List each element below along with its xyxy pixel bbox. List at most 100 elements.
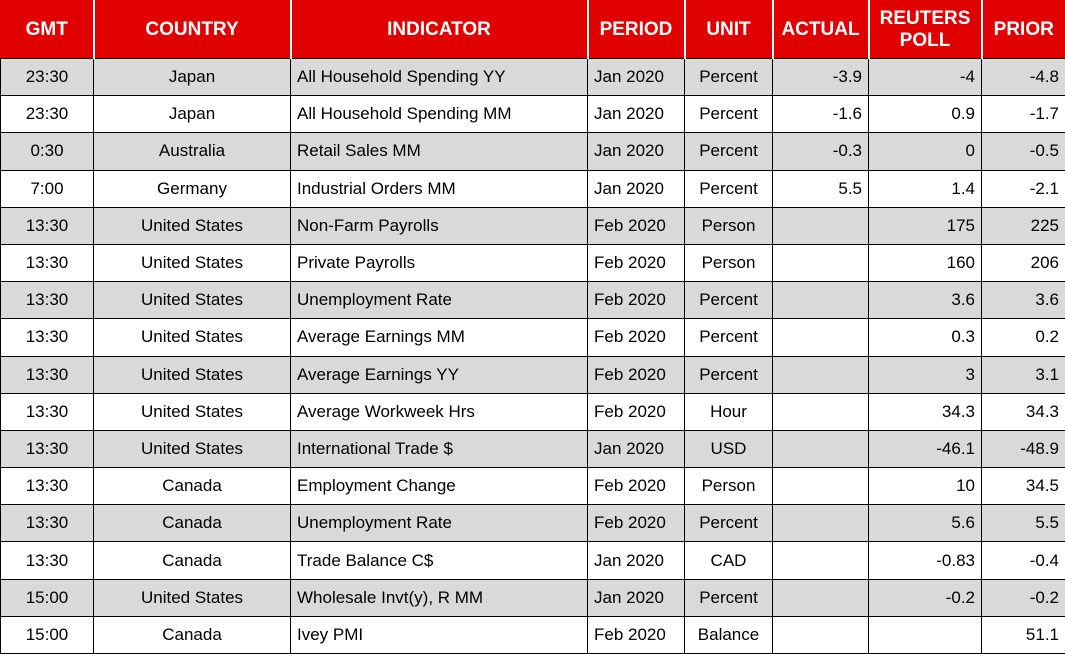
cell-prior: 5.5: [981, 504, 1065, 543]
cell-actual: [772, 541, 869, 580]
cell-actual: [772, 392, 869, 431]
table-row: 13:30 United States Private Payrolls Feb 20…: [0, 243, 1065, 283]
cell-gmt: 13:30: [0, 504, 94, 543]
cell-unit: Percent: [684, 169, 773, 208]
table-body: 23:30 Japan All Household Spending YY Jan 2…: [0, 57, 1065, 654]
cell-indicator: Private Payrolls: [290, 243, 588, 283]
cell-unit: Percent: [684, 318, 773, 357]
cell-prior: -1.7: [981, 95, 1065, 134]
cell-period: Jan 2020: [587, 429, 685, 469]
table-row: 23:30 Japan All Household Spending YY Jan 2…: [0, 57, 1065, 97]
cell-actual: -1.6: [772, 95, 869, 134]
cell-unit: Percent: [684, 281, 773, 320]
cell-gmt: 13:30: [0, 355, 94, 394]
cell-actual: [772, 206, 869, 245]
cell-actual: [772, 243, 869, 283]
cell-prior: -0.5: [981, 132, 1065, 171]
cell-unit: Percent: [684, 132, 773, 171]
cell-indicator: Ivey PMI: [290, 615, 588, 654]
cell-unit: Hour: [684, 392, 773, 431]
cell-prior: -48.9: [981, 429, 1065, 469]
column-header-country: COUNTRY: [92, 0, 291, 59]
cell-unit: Person: [684, 467, 773, 506]
cell-indicator: Average Workweek Hrs: [290, 392, 588, 431]
column-header-actual: ACTUAL: [771, 0, 869, 59]
cell-prior: 3.6: [981, 281, 1065, 320]
cell-poll: 3.6: [868, 281, 982, 320]
cell-period: Jan 2020: [587, 132, 685, 171]
cell-period: Feb 2020: [587, 355, 685, 394]
cell-period: Feb 2020: [587, 467, 685, 506]
cell-country: United States: [93, 243, 291, 283]
cell-prior: 34.3: [981, 392, 1065, 431]
table-row: 23:30 Japan All Household Spending MM Jan 2…: [0, 95, 1065, 134]
cell-country: Australia: [93, 132, 291, 171]
column-header-gmt: GMT: [0, 0, 94, 59]
table-row: 0:30 Australia Retail Sales MM Jan 2020 Perc…: [0, 132, 1065, 171]
cell-country: United States: [93, 206, 291, 245]
cell-period: Feb 2020: [587, 206, 685, 245]
cell-actual: -0.3: [772, 132, 869, 171]
cell-country: Canada: [93, 504, 291, 543]
cell-period: Feb 2020: [587, 318, 685, 357]
cell-actual: [772, 578, 869, 617]
table-row: 13:30 United States Average Earnings MM Feb…: [0, 318, 1065, 357]
cell-prior: 0.2: [981, 318, 1065, 357]
cell-actual: [772, 318, 869, 357]
cell-prior: 51.1: [981, 615, 1065, 654]
cell-poll: -0.2: [868, 578, 982, 617]
table-row: 7:00 Germany Industrial Orders MM Jan 2020 P…: [0, 169, 1065, 208]
cell-indicator: Unemployment Rate: [290, 504, 588, 543]
cell-country: Canada: [93, 541, 291, 580]
cell-country: Canada: [93, 467, 291, 506]
cell-country: United States: [93, 392, 291, 431]
cell-poll: 0: [868, 132, 982, 171]
table-row: 13:30 United States Average Earnings YY Feb…: [0, 355, 1065, 394]
cell-gmt: 13:30: [0, 541, 94, 580]
cell-gmt: 23:30: [0, 57, 94, 97]
cell-actual: [772, 429, 869, 469]
cell-poll: 0.3: [868, 318, 982, 357]
cell-country: United States: [93, 578, 291, 617]
cell-country: United States: [93, 281, 291, 320]
cell-indicator: All Household Spending MM: [290, 95, 588, 134]
cell-period: Feb 2020: [587, 243, 685, 283]
cell-indicator: Trade Balance C$: [290, 541, 588, 580]
column-header-indicator: INDICATOR: [289, 0, 588, 59]
cell-prior: 3.1: [981, 355, 1065, 394]
cell-period: Feb 2020: [587, 615, 685, 654]
cell-period: Jan 2020: [587, 578, 685, 617]
column-header-unit: UNIT: [683, 0, 773, 59]
table-row: 13:30 Canada Unemployment Rate Feb 2020 Perc…: [0, 504, 1065, 543]
cell-unit: USD: [684, 429, 773, 469]
cell-indicator: Retail Sales MM: [290, 132, 588, 171]
cell-unit: Percent: [684, 57, 773, 97]
cell-unit: Person: [684, 243, 773, 283]
cell-country: United States: [93, 429, 291, 469]
cell-poll: -0.83: [868, 541, 982, 580]
cell-period: Feb 2020: [587, 392, 685, 431]
table-row: 13:30 United States Non-Farm Payrolls Feb 2…: [0, 206, 1065, 245]
cell-indicator: Industrial Orders MM: [290, 169, 588, 208]
cell-gmt: 7:00: [0, 169, 94, 208]
cell-actual: [772, 467, 869, 506]
cell-indicator: Non-Farm Payrolls: [290, 206, 588, 245]
table-row: 13:30 Canada Employment Change Feb 2020 Pers…: [0, 467, 1065, 506]
table-row: 13:30 United States International Trade $ J…: [0, 429, 1065, 469]
table-row: 13:30 Canada Trade Balance C$ Jan 2020 CAD -0…: [0, 541, 1065, 580]
header-row: GMT COUNTRY INDICATOR PERIOD UNIT ACTUAL REUTE…: [0, 0, 1065, 59]
cell-indicator: Average Earnings YY: [290, 355, 588, 394]
cell-period: Jan 2020: [587, 95, 685, 134]
cell-prior: -2.1: [981, 169, 1065, 208]
cell-gmt: 13:30: [0, 281, 94, 320]
cell-indicator: Average Earnings MM: [290, 318, 588, 357]
cell-poll: -46.1: [868, 429, 982, 469]
cell-gmt: 15:00: [0, 615, 94, 654]
cell-actual: [772, 355, 869, 394]
cell-prior: -0.2: [981, 578, 1065, 617]
cell-period: Feb 2020: [587, 504, 685, 543]
cell-unit: Percent: [684, 95, 773, 134]
cell-poll: -4: [868, 57, 982, 97]
cell-prior: -0.4: [981, 541, 1065, 580]
column-header-period: PERIOD: [586, 0, 685, 59]
